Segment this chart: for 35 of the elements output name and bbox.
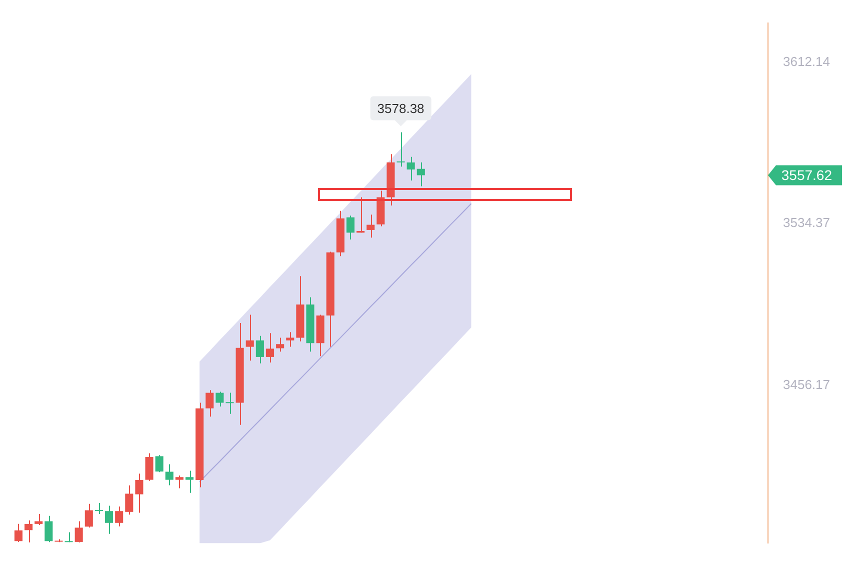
candlestick	[105, 505, 114, 534]
candlestick	[165, 464, 174, 486]
y-tick-label: 3612.14	[783, 54, 830, 69]
candlestick	[356, 196, 365, 234]
candlestick	[416, 162, 425, 187]
candlestick	[34, 513, 43, 526]
candlestick	[185, 470, 194, 494]
candlestick	[175, 474, 184, 489]
candlestick	[84, 503, 93, 528]
candlestick	[276, 337, 284, 352]
candlestick	[14, 523, 23, 542]
candlestick	[366, 214, 375, 238]
y-tick-label: 3534.37	[783, 214, 830, 230]
candlestick	[155, 454, 164, 473]
candlestick	[286, 332, 294, 348]
candlestick	[94, 502, 103, 514]
candlestick	[145, 452, 154, 482]
candlestick	[125, 484, 134, 516]
candlestick	[115, 506, 124, 527]
candlestick	[24, 520, 33, 543]
candlestick	[226, 392, 234, 414]
y-tick-label: 3456.17	[783, 376, 830, 392]
candlestick	[216, 391, 224, 407]
candlestick	[44, 515, 53, 543]
candlestick	[135, 473, 144, 514]
candlestick	[246, 314, 254, 362]
candlestick	[406, 156, 415, 181]
candlestick	[346, 215, 355, 240]
candlestick	[256, 335, 264, 364]
candlestick	[64, 532, 73, 543]
candlestick	[206, 390, 214, 418]
candlestick	[74, 520, 83, 543]
text: 3557.62	[781, 167, 832, 184]
candlestick	[396, 132, 405, 168]
candlestick	[266, 332, 274, 364]
